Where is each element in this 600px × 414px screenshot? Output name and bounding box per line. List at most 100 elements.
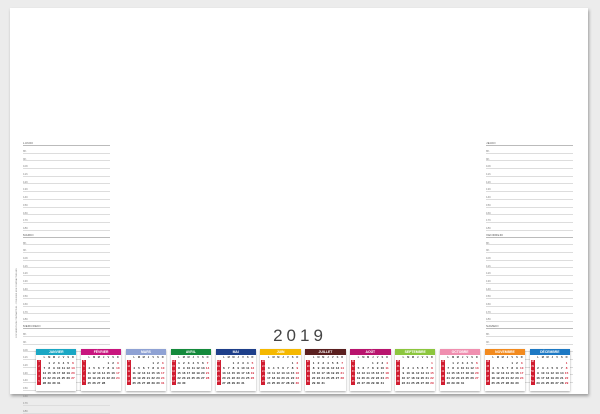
hour-line[interactable]: 18h bbox=[486, 223, 573, 231]
hour-line[interactable]: 13h bbox=[23, 184, 110, 193]
hour-line[interactable]: 16h bbox=[23, 391, 110, 399]
weekday-initial: D bbox=[475, 356, 478, 359]
hour-line[interactable]: 16h bbox=[486, 208, 573, 216]
day-number bbox=[71, 381, 76, 385]
month-calendar: JUIN L M M J V S D 22 1 2 23 3 4 5 6 7 8 9 24 10 11 12 13 14 15 16… bbox=[260, 349, 301, 391]
hour-line[interactable]: 15h bbox=[486, 200, 573, 208]
week-row: 36 2 3 4 5 6 7 8 bbox=[396, 365, 434, 370]
day-number: 6 bbox=[202, 360, 204, 365]
hour-line[interactable]: 9h bbox=[23, 337, 110, 345]
hour-line[interactable]: 10h bbox=[486, 161, 573, 170]
hour-line[interactable]: 15h bbox=[486, 291, 573, 300]
hour-line[interactable]: 14h bbox=[486, 284, 573, 292]
day-number: 14 bbox=[42, 370, 47, 375]
weekday-initial: M bbox=[411, 356, 414, 359]
day-number: 24 bbox=[520, 375, 524, 380]
day-number: 1 bbox=[152, 360, 155, 365]
day-number: 9 bbox=[402, 370, 405, 375]
day-number: 18 bbox=[271, 375, 276, 380]
week-row: 18 1 2 3 4 5 bbox=[216, 360, 255, 365]
hour-line[interactable]: 18h bbox=[23, 314, 110, 323]
day-number: 28 bbox=[226, 380, 231, 385]
week-number: 18 bbox=[216, 360, 221, 365]
day-number: 19 bbox=[250, 370, 255, 375]
hour-line[interactable]: 11h bbox=[23, 169, 110, 177]
hour-line[interactable]: 16h bbox=[486, 299, 573, 307]
hour-line[interactable]: 11h bbox=[486, 169, 573, 177]
hour-line[interactable]: 12h bbox=[486, 177, 573, 185]
week-number: 19 bbox=[216, 365, 221, 370]
week-number: 13 bbox=[126, 380, 131, 385]
week-number: 25 bbox=[261, 375, 266, 380]
hour-line[interactable]: 14h bbox=[23, 192, 110, 200]
month-calendar: MARS L M M J V S D 9 1 2 3 10 4 5 6 7 8 9 10 11 11 12 13 14 15 16 1… bbox=[125, 349, 167, 391]
day-number: 21 bbox=[505, 375, 510, 380]
hour-line[interactable]: 8h bbox=[23, 146, 110, 154]
day-number: 20 bbox=[97, 375, 101, 380]
day-number: 1 bbox=[511, 360, 514, 365]
hour-line[interactable]: 9h bbox=[23, 245, 110, 253]
day-number: 25 bbox=[385, 375, 389, 380]
hour-line[interactable]: 11h bbox=[23, 261, 110, 269]
hour-line[interactable]: 14h bbox=[23, 284, 110, 292]
week-row: 35 26 27 28 29 30 31 bbox=[351, 380, 389, 385]
day-number: 24 bbox=[186, 375, 191, 380]
day-number: 11 bbox=[271, 370, 276, 375]
day-number: 18 bbox=[385, 370, 389, 375]
hour-line[interactable]: 17h bbox=[23, 307, 110, 315]
month-calendar: OCTOBRE L M M J V S D 40 1 2 3 4 5 6 41 7 8 9 10 11 12 13 42 14 1… bbox=[439, 349, 481, 391]
day-number: 4 bbox=[246, 360, 249, 365]
day-number: 1 bbox=[312, 360, 315, 365]
month-calendar: JUILLET L M M J V S D 27 1 2 3 4 5 6 7 28 8 9 10 11 12 13 14 29 1… bbox=[305, 349, 346, 391]
day-number: 25 bbox=[87, 380, 91, 385]
hour-line[interactable]: 17h bbox=[486, 215, 573, 223]
hour-line[interactable]: 8h bbox=[486, 329, 573, 337]
hour-line[interactable]: 16h bbox=[23, 208, 110, 216]
weekday-initial: V bbox=[107, 356, 110, 359]
hour-line[interactable]: 8h bbox=[23, 238, 110, 246]
week-number: 22 bbox=[216, 380, 221, 385]
hour-line[interactable]: 11h bbox=[486, 261, 573, 269]
hour-line[interactable]: 12h bbox=[486, 268, 573, 276]
day-number: 22 bbox=[451, 375, 455, 380]
hour-line[interactable]: 16h bbox=[23, 299, 110, 307]
hour-line[interactable]: 13h bbox=[486, 276, 573, 284]
hour-line[interactable]: 12h bbox=[23, 177, 110, 185]
hour-line[interactable]: 10h bbox=[486, 253, 573, 261]
hour-line[interactable]: 17h bbox=[23, 215, 110, 223]
hour-line[interactable]: 15h bbox=[23, 200, 110, 208]
day-number: 5 bbox=[93, 365, 95, 370]
hour-line[interactable]: 8h bbox=[23, 329, 110, 337]
week-number: 12 bbox=[126, 375, 131, 380]
hour-line[interactable]: 8h bbox=[486, 146, 573, 154]
hour-line[interactable]: 15h bbox=[23, 291, 110, 300]
hour-line[interactable]: 9h bbox=[23, 154, 110, 162]
hour-line[interactable]: 9h bbox=[486, 337, 573, 345]
day-number: 26 bbox=[550, 380, 554, 385]
day-number: 1 bbox=[107, 360, 110, 365]
hour-line[interactable]: 13h bbox=[23, 276, 110, 284]
day-number: 20 bbox=[500, 375, 505, 380]
hour-line[interactable]: 13h bbox=[486, 184, 573, 193]
hour-line[interactable]: 18h bbox=[23, 223, 110, 231]
hour-line[interactable]: 9h bbox=[486, 245, 573, 253]
week-number: 5 bbox=[81, 360, 86, 365]
hour-line[interactable]: 10h bbox=[23, 161, 110, 170]
hour-line[interactable]: 10h bbox=[23, 253, 110, 261]
hour-line[interactable]: 14h bbox=[486, 192, 573, 200]
day-number: 19 bbox=[92, 375, 96, 380]
hour-line[interactable]: 18h bbox=[23, 406, 110, 414]
hour-line[interactable]: 8h bbox=[486, 238, 573, 246]
day-number bbox=[519, 381, 524, 385]
hour-line[interactable]: 17h bbox=[486, 307, 573, 315]
weekday-initial: M bbox=[48, 356, 51, 359]
weekday-initial: S bbox=[246, 356, 249, 359]
hour-line[interactable]: 17h bbox=[23, 398, 110, 406]
day-number: 30 bbox=[182, 380, 186, 385]
day-number: 10 bbox=[380, 365, 384, 370]
hour-line[interactable]: 9h bbox=[486, 154, 573, 162]
hour-line[interactable]: 12h bbox=[23, 268, 110, 276]
hour-line[interactable]: 18h bbox=[486, 314, 573, 323]
